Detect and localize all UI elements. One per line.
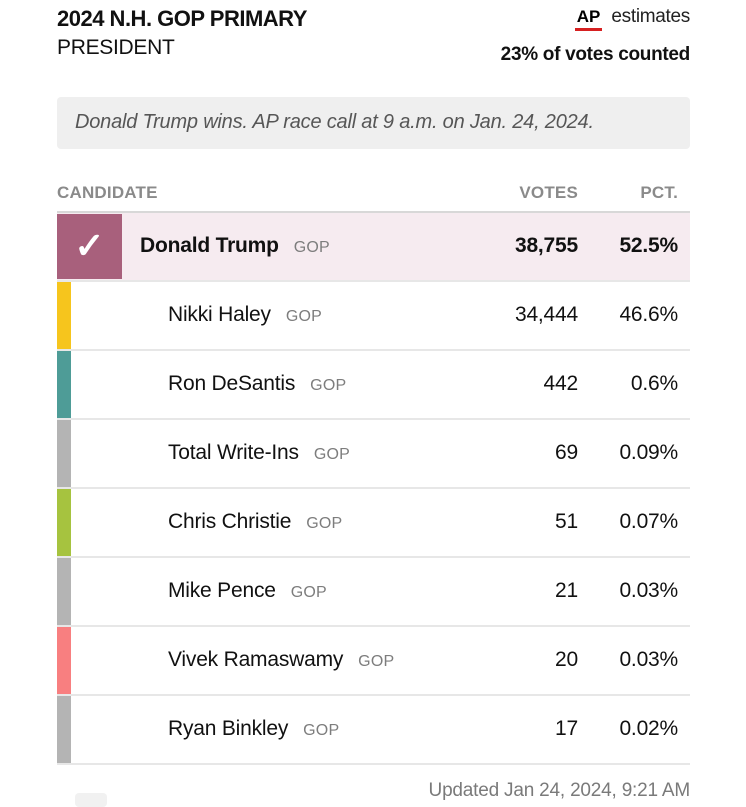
candidate-party: GOP — [285, 308, 322, 326]
winner-check-icon — [85, 283, 150, 348]
legend-peek-partial — [75, 793, 107, 807]
updated-timestamp: Updated Jan 24, 2024, 9:21 AM — [428, 779, 691, 801]
candidate-party: GOP — [303, 722, 340, 740]
candidate-votes: 17 — [555, 717, 578, 741]
candidate-party: GOP — [290, 584, 327, 602]
table-row: Ryan Binkley GOP 17 0.02% — [57, 695, 690, 765]
candidate-votes: 20 — [555, 648, 578, 672]
candidate-pct: 0.03% — [619, 579, 678, 603]
race-call-banner: Donald Trump wins. AP race call at 9 a.m… — [57, 96, 690, 149]
candidate-votes: 38,755 — [514, 234, 578, 258]
candidate-pct: 0.09% — [619, 441, 678, 465]
table-row: Ron DeSantis GOP 442 0.6% — [57, 350, 690, 420]
candidate-name: Nikki Haley — [168, 303, 271, 327]
candidate-name: Total Write-Ins — [168, 441, 299, 465]
candidate-color-swatch — [57, 557, 71, 625]
table-row: Nikki Haley GOP 34,444 46.6% — [57, 281, 690, 351]
column-header-votes: VOTES — [519, 182, 578, 202]
table-row: Total Write-Ins GOP 69 0.09% — [57, 419, 690, 489]
candidate-color-swatch — [57, 626, 71, 694]
candidate-votes: 51 — [555, 510, 578, 534]
race-title: 2024 N.H. GOP PRIMARY — [57, 6, 307, 31]
page-header: 2024 N.H. GOP PRIMARY PRESIDENT AP estim… — [57, 0, 690, 66]
source-block: AP estimates 23% of votes counted — [500, 6, 691, 66]
ap-logo: AP — [574, 7, 603, 31]
candidate-votes: 442 — [543, 372, 579, 396]
candidate-votes: 34,444 — [514, 303, 578, 327]
candidate-name: Chris Christie — [168, 510, 292, 534]
candidate-name: Mike Pence — [168, 579, 276, 603]
winner-check-icon — [85, 490, 150, 555]
table-row: Chris Christie GOP 51 0.07% — [57, 488, 690, 558]
candidate-pct: 0.03% — [619, 648, 678, 672]
candidate-color-swatch — [57, 488, 71, 556]
candidate-pct: 46.6% — [619, 303, 678, 327]
table-header: CANDIDATE VOTES PCT. — [57, 183, 690, 213]
candidate-pct: 0.6% — [630, 372, 678, 396]
candidate-name: Donald Trump — [140, 234, 279, 258]
column-header-candidate: CANDIDATE — [57, 182, 158, 202]
candidate-party: GOP — [310, 377, 347, 395]
candidate-color-swatch — [57, 281, 71, 349]
candidate-party: GOP — [293, 239, 330, 257]
votes-counted-label: 23% of votes counted — [500, 43, 691, 65]
table-row: ✓ Donald Trump GOP 38,755 52.5% — [57, 212, 690, 282]
results-rows: ✓ Donald Trump GOP 38,755 52.5% Nikki Ha… — [57, 212, 690, 765]
candidate-votes: 21 — [555, 579, 578, 603]
table-row: Mike Pence GOP 21 0.03% — [57, 557, 690, 627]
winner-check-icon — [85, 697, 150, 762]
winner-check-icon — [85, 559, 150, 624]
candidate-color-swatch — [57, 350, 71, 418]
candidate-pct: 0.07% — [619, 510, 678, 534]
winner-check-icon — [85, 352, 150, 417]
candidate-party: GOP — [358, 653, 395, 671]
column-header-pct: PCT. — [640, 182, 678, 202]
candidate-party: GOP — [306, 515, 343, 533]
table-row: Vivek Ramaswamy GOP 20 0.03% — [57, 626, 690, 696]
candidate-pct: 0.02% — [619, 717, 678, 741]
race-title-block: 2024 N.H. GOP PRIMARY PRESIDENT — [57, 6, 307, 61]
estimates-label: estimates — [611, 6, 690, 27]
winner-check-icon: ✓ — [57, 213, 122, 279]
candidate-name: Vivek Ramaswamy — [168, 648, 344, 672]
candidate-votes: 69 — [555, 441, 578, 465]
winner-check-icon — [85, 421, 150, 486]
race-office: PRESIDENT — [57, 36, 175, 60]
candidate-color-swatch — [57, 695, 71, 763]
candidate-name: Ryan Binkley — [168, 717, 289, 741]
candidate-pct: 52.5% — [619, 234, 678, 258]
winner-check-icon — [85, 628, 150, 693]
candidate-color-swatch — [57, 419, 71, 487]
candidate-party: GOP — [313, 446, 350, 464]
candidate-name: Ron DeSantis — [168, 372, 296, 396]
